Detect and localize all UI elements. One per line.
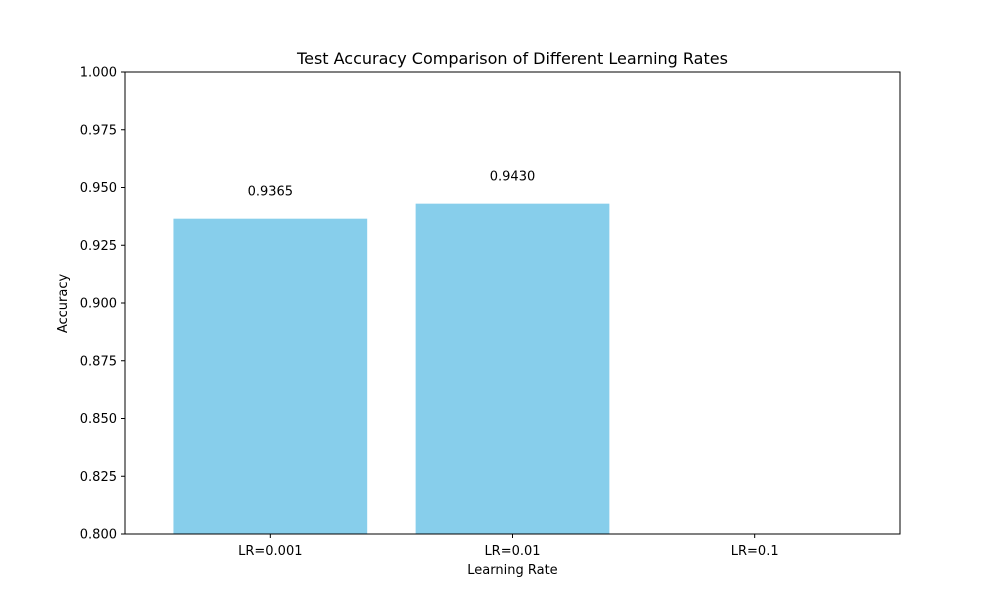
bar-value-label: 0.9430 [490,170,536,185]
y-tick-label: 0.925 [80,239,117,254]
y-tick-label: 1.000 [80,66,117,81]
bar [173,218,368,534]
y-tick-label: 0.825 [80,470,117,485]
y-tick-label: 0.800 [80,528,117,543]
chart-title: Test Accuracy Comparison of Different Le… [296,49,728,68]
x-tick-label: LR=0.001 [238,544,302,559]
y-tick-label: 0.975 [80,123,117,138]
bar-value-label: 0.9365 [248,185,294,200]
x-tick-label: LR=0.1 [731,544,779,559]
plot-frame [124,71,901,535]
y-tick-label: 0.875 [80,354,117,369]
x-axis-label: Learning Rate [467,563,557,578]
bar [415,203,610,534]
y-tick-label: 0.900 [80,297,117,312]
y-axis-label: Accuracy [56,274,71,334]
x-tick-label: LR=0.01 [484,544,540,559]
bars-layer [173,203,610,534]
y-tick-label: 0.850 [80,412,117,427]
ticks-layer: 0.800 0.825 0.850 0.875 0.900 0.925 0.950 0.975… [80,66,779,560]
y-tick-label: 0.950 [80,181,117,196]
